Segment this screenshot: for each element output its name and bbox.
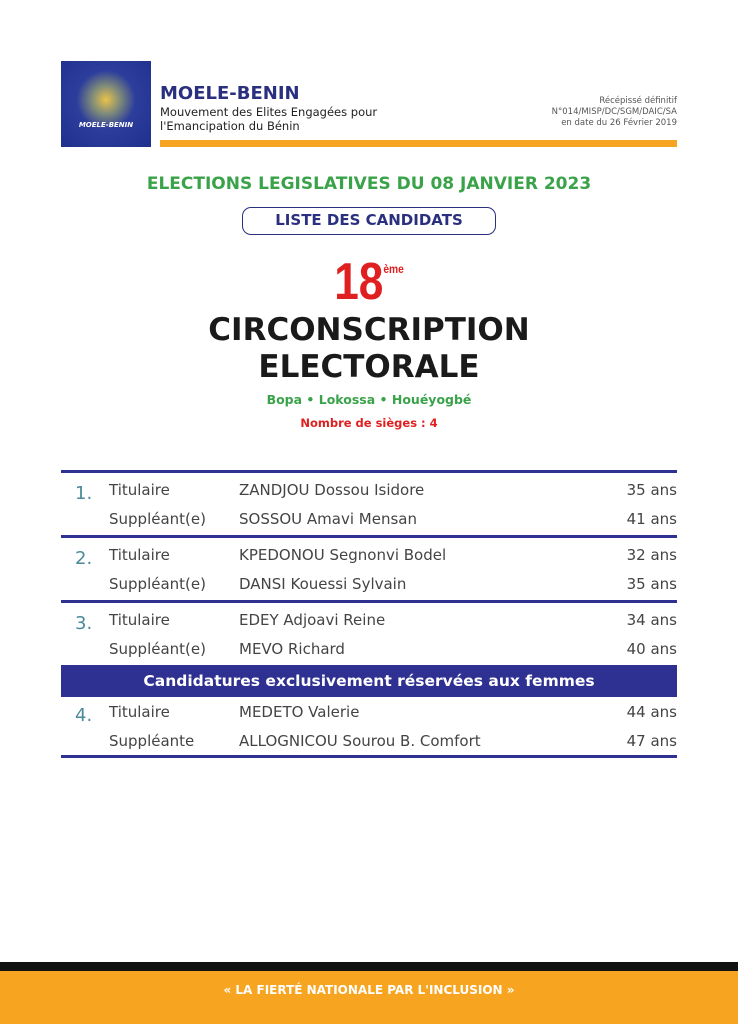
index: 2.: [75, 548, 93, 569]
role: Suppléant(e): [109, 574, 206, 593]
candidate-group: 4. Titulaire MEDETO Valerie 44 ans Suppléan…: [61, 697, 677, 758]
footer-slogan: « LA FIERTÉ NATIONALE PAR L'INCLUSION »: [0, 971, 738, 1024]
role: Suppléante: [109, 731, 195, 750]
logo-text: MOELE-BENIN: [78, 121, 134, 129]
name: ALLOGNICOU Sourou B. Comfort: [239, 731, 481, 750]
elections-title: ELECTIONS LEGISLATIVES DU 08 JANVIER 202…: [146, 174, 592, 194]
party-logo: MOELE-BENIN: [61, 61, 151, 147]
table-row: 3. Titulaire EDEY Adjoavi Reine 34 ans: [61, 605, 677, 635]
role: Titulaire: [109, 702, 170, 721]
role: Suppléant(e): [109, 639, 206, 658]
candidate-group: 2. Titulaire KPEDONOU Segnonvi Bodel 32 ans…: [61, 535, 677, 600]
footer-divider: [0, 962, 738, 971]
receipt-line: en date du 26 Février 2019: [561, 118, 677, 128]
index: 4.: [75, 705, 93, 726]
name: ZANDJOU Dossou Isidore: [239, 480, 425, 499]
table-row: 4. Titulaire MEDETO Valerie 44 ans: [61, 697, 677, 727]
seat-count: Nombre de sièges : 4: [300, 416, 438, 430]
table-row: Suppléante ALLOGNICOU Sourou B. Comfort 47…: [61, 726, 677, 755]
index: 1.: [75, 483, 93, 504]
candidate-group: 3. Titulaire EDEY Adjoavi Reine 34 ans Supp…: [61, 600, 677, 665]
circ-line: ELECTORALE: [258, 349, 480, 385]
name: MEVO Richard: [239, 639, 345, 658]
age: 34 ans: [626, 610, 677, 629]
party-subtitle: Mouvement des Elites Engagées pour l'Eman…: [160, 105, 420, 133]
index: 3.: [75, 613, 93, 634]
age: 32 ans: [626, 545, 677, 564]
table-row: 2. Titulaire KPEDONOU Segnonvi Bodel 32 ans: [61, 540, 677, 570]
name: SOSSOU Amavi Mensan: [239, 509, 417, 528]
receipt-line: Récépissé définitif: [599, 96, 677, 106]
candidate-group: 1. Titulaire ZANDJOU Dossou Isidore 35 ans …: [61, 470, 677, 535]
table-row: Suppléant(e) DANSI Kouessi Sylvain 35 ans: [61, 569, 677, 598]
age: 35 ans: [626, 574, 677, 593]
receipt-info: Récépissé définitif N°014/MISP/DC/SGM/DAI…: [552, 96, 677, 129]
number: 18: [334, 253, 384, 311]
age: 40 ans: [626, 639, 677, 658]
table-row: Suppléant(e) SOSSOU Amavi Mensan 41 ans: [61, 504, 677, 533]
role: Titulaire: [109, 610, 170, 629]
name: DANSI Kouessi Sylvain: [239, 574, 407, 593]
age: 44 ans: [626, 702, 677, 721]
age: 35 ans: [626, 480, 677, 499]
subtitle-line: Mouvement des Elites Engagées pour: [160, 105, 378, 119]
header-divider: [160, 140, 677, 147]
name: EDEY Adjoavi Reine: [239, 610, 386, 629]
receipt-line: N°014/MISP/DC/SGM/DAIC/SA: [551, 107, 677, 117]
role: Titulaire: [109, 480, 170, 499]
table-row: Suppléant(e) MEVO Richard 40 ans: [61, 634, 677, 663]
role: Titulaire: [109, 545, 170, 564]
number-suffix: ème: [383, 262, 404, 276]
age: 47 ans: [626, 731, 677, 750]
circ-number: 18ème: [55, 252, 682, 312]
candidate-table: 1. Titulaire ZANDJOU Dossou Isidore 35 ans …: [61, 470, 677, 758]
party-name: MOELE-BENIN: [160, 83, 300, 104]
name: KPEDONOU Segnonvi Bodel: [239, 545, 447, 564]
circ-line: CIRCONSCRIPTION: [208, 312, 530, 348]
subtitle-line: l'Emancipation du Bénin: [160, 119, 300, 133]
communes: Bopa • Lokossa • Houéyogbé: [266, 392, 472, 407]
name: MEDETO Valerie: [239, 702, 360, 721]
list-label: LISTE DES CANDIDATS: [242, 207, 496, 235]
age: 41 ans: [626, 509, 677, 528]
women-banner: Candidatures exclusivement réservées aux…: [61, 665, 677, 697]
role: Suppléant(e): [109, 509, 206, 528]
table-row: 1. Titulaire ZANDJOU Dossou Isidore 35 ans: [61, 475, 677, 505]
circ-title: CIRCONSCRIPTION ELECTORALE: [0, 312, 738, 386]
